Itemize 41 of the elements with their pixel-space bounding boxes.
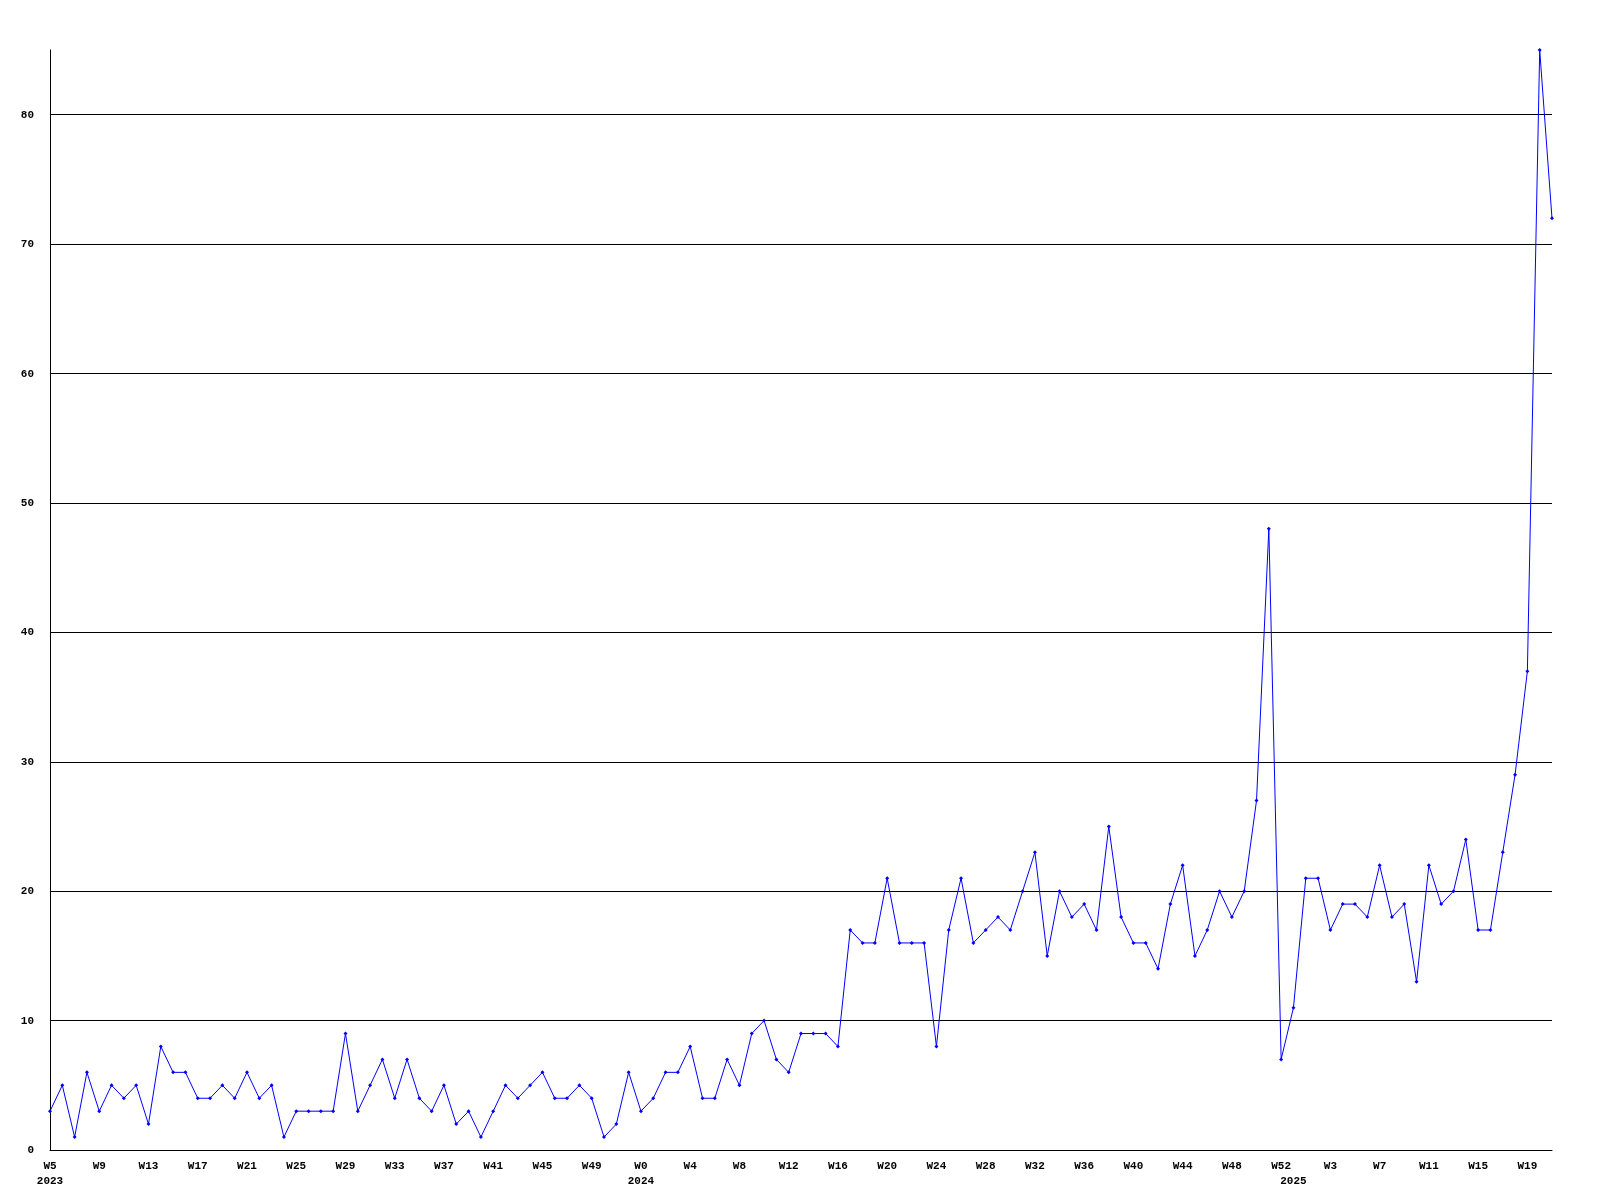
x-tick-label: W0 2024 (627, 1159, 655, 1187)
x-tick-label: W8 (732, 1159, 747, 1172)
y-tick-label: 0 (27, 1144, 34, 1156)
x-tick-label: 2025 (1280, 1174, 1308, 1187)
x-tick-label: W25 (286, 1159, 307, 1172)
y-tick-label: 50 (20, 496, 34, 509)
x-tick-label: W15 (1468, 1159, 1489, 1172)
x-tick-label: W19 (1517, 1159, 1538, 1172)
x-tick-label: W4 (683, 1159, 698, 1172)
x-tick-label: W17 (187, 1159, 208, 1172)
x-tick-label: W44 (1172, 1159, 1193, 1172)
x-tick-label: W49 (581, 1159, 602, 1172)
x-tick-label: W52 (1271, 1159, 1292, 1172)
x-tick-label: W11 (1418, 1159, 1440, 1172)
y-tick-label: 30 (20, 755, 34, 768)
x-tick-label: W9 (92, 1159, 106, 1172)
y-tick-label: 40 (20, 626, 34, 639)
x-tick-label: W12 (778, 1159, 799, 1172)
y-tick-label: 10 (20, 1014, 34, 1027)
y-tick-label: 60 (20, 367, 34, 380)
x-tick-label: W33 (384, 1159, 406, 1172)
x-tick-label: W13 (138, 1159, 159, 1172)
y-tick-label: 70 (20, 238, 34, 251)
x-tick-label: W16 (828, 1159, 848, 1172)
x-tick-label: W40 (1123, 1159, 1144, 1172)
x-tick-label: W37 (434, 1159, 454, 1172)
x-tick-label: W29 (335, 1159, 356, 1172)
x-tick-label: W32 (1025, 1159, 1045, 1172)
x-tick-label: W20 (877, 1159, 898, 1172)
x-tick-label: W48 (1222, 1159, 1243, 1172)
x-tick-label: W41 (483, 1159, 504, 1172)
x-tick-label: W21 (237, 1159, 258, 1172)
x-tick-label: W28 (975, 1159, 996, 1172)
x-tick-label: W5 2023 (36, 1159, 64, 1187)
x-tick-label: W3 (1323, 1159, 1338, 1172)
x-tick-label: W45 (532, 1159, 553, 1172)
y-tick-label: 20 (20, 885, 34, 898)
x-tick-label: W7 (1373, 1159, 1387, 1172)
y-tick-label: 80 (20, 108, 34, 121)
x-tick-label: W36 (1074, 1159, 1095, 1172)
x-tick-label: W24 (926, 1159, 947, 1172)
